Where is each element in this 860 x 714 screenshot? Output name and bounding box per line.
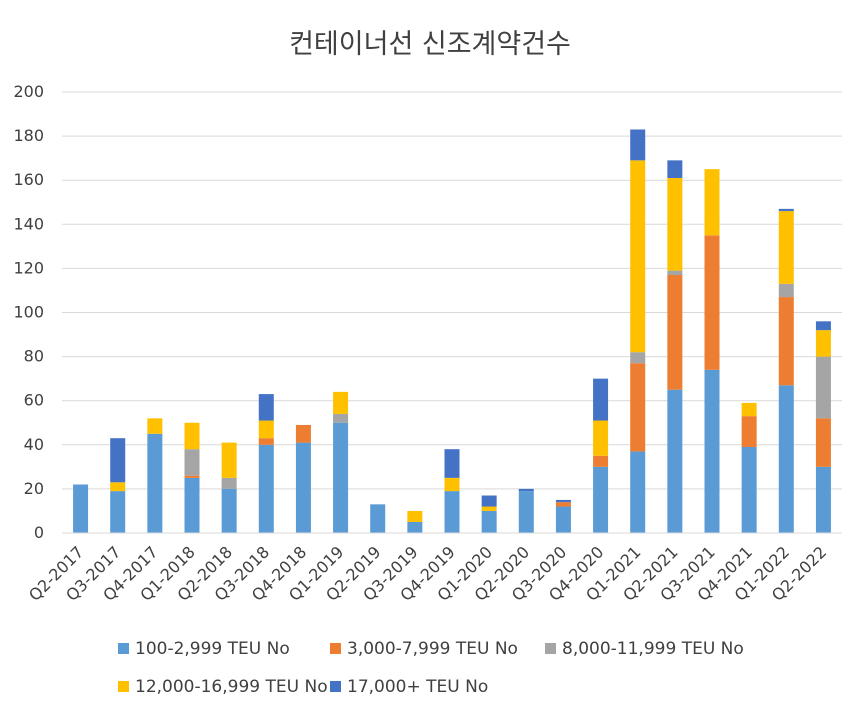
bar-segment xyxy=(593,455,609,467)
y-tick-label: 200 xyxy=(13,82,44,101)
legend-label: 17,000+ TEU No xyxy=(347,677,489,697)
y-tick-label: 80 xyxy=(24,347,44,366)
bar-segment xyxy=(593,466,609,533)
bar-segment xyxy=(667,275,683,390)
bar-segment xyxy=(370,504,386,533)
bar-segment xyxy=(184,477,200,533)
bar-segment xyxy=(778,385,794,533)
bar-segment xyxy=(741,416,757,448)
legend-item: 3,000-7,999 TEU No xyxy=(330,639,518,659)
y-tick-label: 60 xyxy=(24,391,44,410)
legend-swatch xyxy=(118,680,129,692)
y-tick-label: 100 xyxy=(13,303,44,322)
legend-swatch xyxy=(330,680,341,692)
bar-segment xyxy=(110,491,126,533)
bar-segment xyxy=(184,475,200,478)
bar-segment xyxy=(555,502,571,507)
legend-item: 12,000-16,999 TEU No xyxy=(118,677,328,697)
bar-segment xyxy=(815,356,831,419)
bar-segment xyxy=(73,484,89,533)
bar-segment xyxy=(667,389,683,533)
bar-segment xyxy=(667,270,683,276)
y-tick-label: 160 xyxy=(13,170,44,189)
bar-segment xyxy=(741,447,757,533)
bar-segment xyxy=(815,330,831,357)
bar-segment xyxy=(815,466,831,533)
bar-segment xyxy=(778,283,794,298)
bar-segment xyxy=(518,488,534,492)
legend-swatch xyxy=(330,642,341,654)
bar-segment xyxy=(295,442,311,533)
y-tick-label: 0 xyxy=(34,523,44,542)
bar-segment xyxy=(221,442,237,478)
legend-label: 3,000-7,999 TEU No xyxy=(347,639,518,659)
bar-segment xyxy=(704,169,720,236)
bar-segment xyxy=(407,521,423,533)
bar-segment xyxy=(110,438,126,483)
bar-segment xyxy=(778,208,794,212)
bar-segment xyxy=(704,235,720,370)
bar-segment xyxy=(481,510,497,533)
bar-segment xyxy=(333,391,349,414)
legend-label: 12,000-16,999 TEU No xyxy=(135,677,328,697)
bar-segment xyxy=(333,413,349,423)
y-tick-label: 180 xyxy=(13,126,44,145)
bar-segment xyxy=(221,477,237,489)
bar-segment xyxy=(147,433,163,533)
y-tick-label: 140 xyxy=(13,214,44,233)
bar-segment xyxy=(333,422,349,533)
legend-label: 8,000-11,999 TEU No xyxy=(562,639,744,659)
chart-title: 컨테이너선 신조계약건수 xyxy=(289,29,571,60)
legend-swatch xyxy=(545,642,556,654)
bar-segment xyxy=(555,506,571,533)
bar-segment xyxy=(444,491,460,533)
y-tick-label: 120 xyxy=(13,258,44,277)
bar-segment xyxy=(667,160,683,178)
bar-segment xyxy=(258,394,274,421)
bar-segment xyxy=(110,482,126,492)
bar-segment xyxy=(444,477,460,492)
bar-segment xyxy=(630,363,646,452)
bar-segment xyxy=(630,352,646,364)
bar-segment xyxy=(778,211,794,284)
bar-segment xyxy=(295,424,311,443)
bar-segment xyxy=(184,449,200,476)
bar-segment xyxy=(147,418,163,434)
bar-segment xyxy=(778,297,794,386)
bar-segment xyxy=(481,506,497,511)
bar-segment xyxy=(258,438,274,445)
bar-segment xyxy=(667,177,683,271)
bar-segment xyxy=(258,420,274,439)
legend-label: 100-2,999 TEU No xyxy=(135,639,290,659)
legend-swatch xyxy=(118,642,129,654)
bar-segment xyxy=(630,160,646,353)
bar-segment xyxy=(815,418,831,467)
bar-segment xyxy=(518,491,534,533)
bar-segment xyxy=(741,402,757,417)
bar-segment xyxy=(444,449,460,478)
bar-segment xyxy=(630,451,646,533)
bar-segment xyxy=(815,321,831,331)
y-tick-label: 20 xyxy=(24,479,44,498)
bar-segment xyxy=(593,420,609,456)
bar-segment xyxy=(407,510,423,522)
bar-segment xyxy=(593,378,609,421)
bar-segment xyxy=(704,369,720,533)
legend-item: 8,000-11,999 TEU No xyxy=(545,639,744,659)
bar-segment xyxy=(258,444,274,533)
bar-segment xyxy=(221,488,237,533)
bar-segment xyxy=(555,499,571,503)
legend-item: 100-2,999 TEU No xyxy=(118,639,290,659)
bar-segment xyxy=(630,129,646,161)
legend-item: 17,000+ TEU No xyxy=(330,677,488,697)
bar-segment xyxy=(184,422,200,450)
bar-segment xyxy=(481,495,497,507)
y-tick-label: 40 xyxy=(24,435,44,454)
